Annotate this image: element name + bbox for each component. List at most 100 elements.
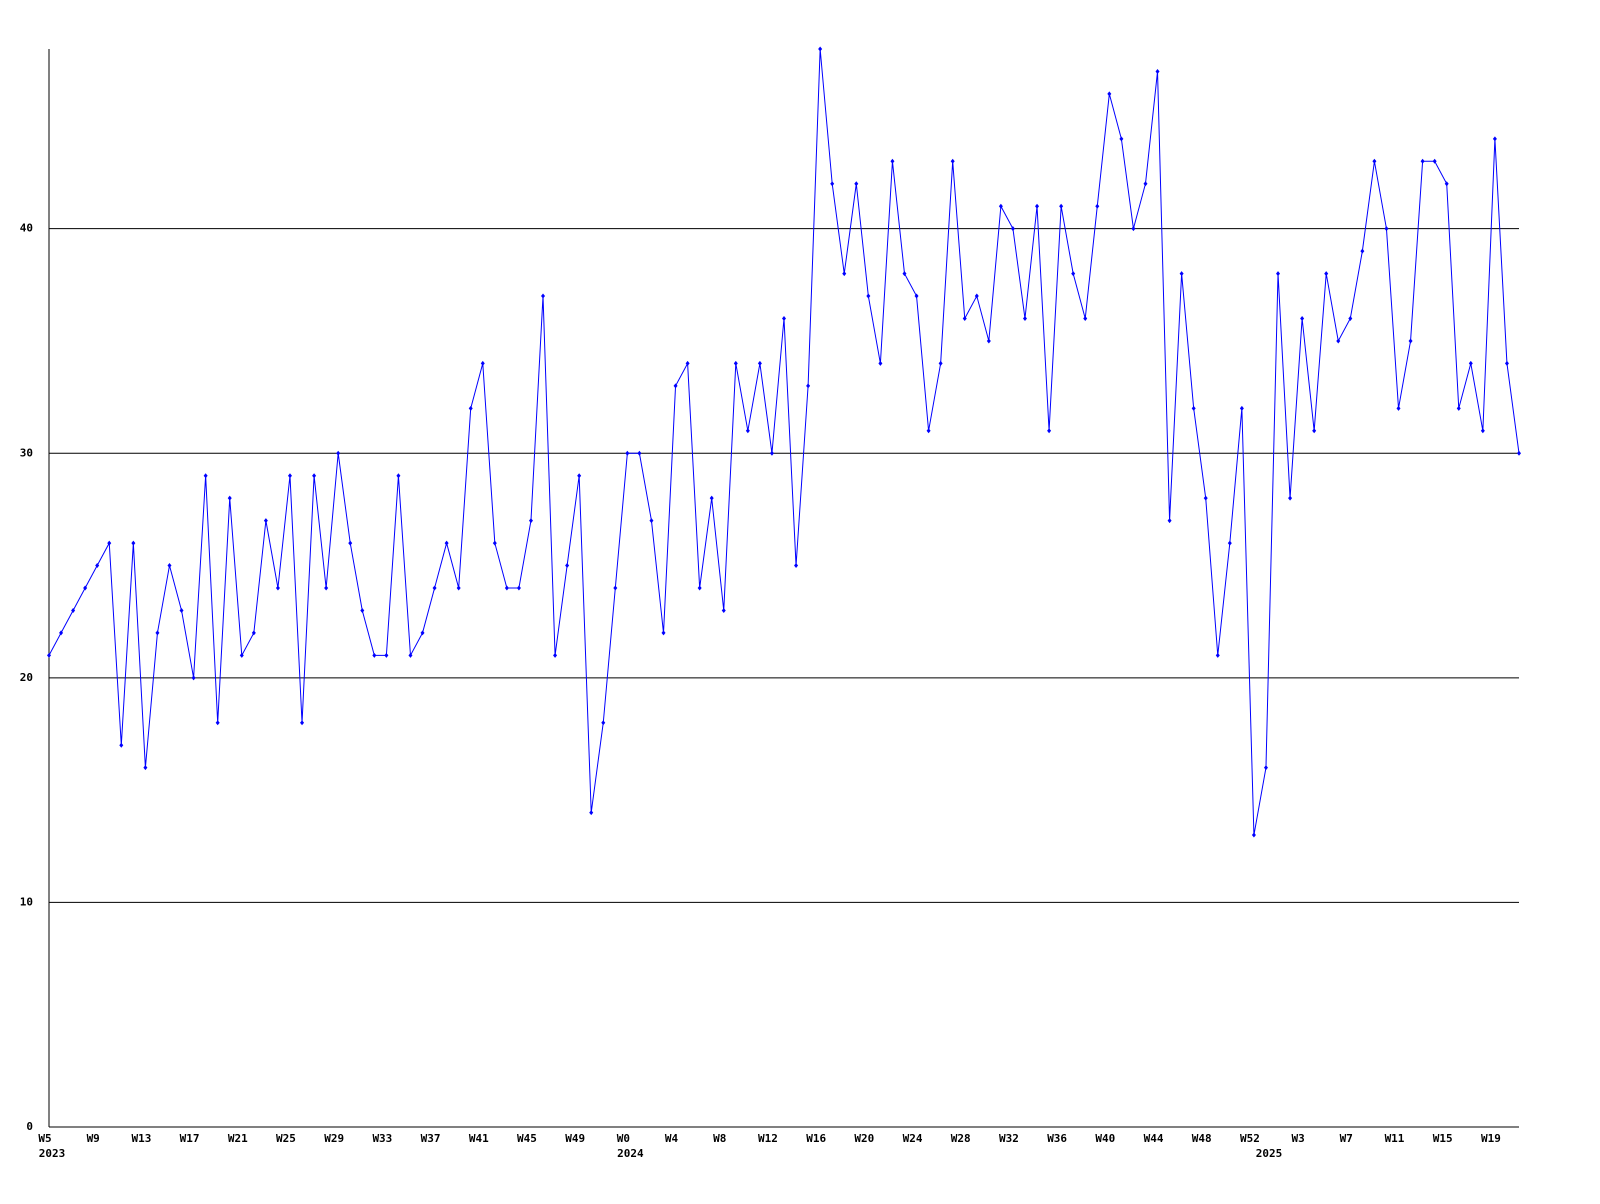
marker (902, 271, 907, 277)
marker (1239, 405, 1244, 411)
marker (1095, 203, 1100, 209)
marker (516, 585, 521, 591)
marker (1480, 428, 1485, 434)
marker (1035, 203, 1040, 209)
marker (275, 585, 280, 591)
marker (1215, 652, 1220, 658)
marker (1372, 158, 1377, 164)
marker (131, 540, 136, 546)
marker (348, 540, 353, 546)
marker (1059, 203, 1064, 209)
marker (1492, 136, 1497, 142)
x-tick-label: W44 (1144, 1132, 1164, 1145)
marker (408, 652, 413, 658)
marker (432, 585, 437, 591)
marker (528, 518, 533, 524)
marker (396, 473, 401, 479)
x-tick-label: W3 (1291, 1132, 1304, 1145)
marker (1432, 158, 1437, 164)
marker (1083, 316, 1088, 321)
marker (1119, 136, 1124, 142)
marker (854, 181, 859, 187)
x-tick-label: W28 (951, 1132, 971, 1145)
marker (697, 585, 702, 591)
marker (757, 360, 762, 366)
marker (492, 540, 497, 546)
x-tick-label: W8 (713, 1132, 726, 1145)
marker (1263, 765, 1268, 771)
marker (1396, 405, 1401, 411)
marker (1324, 271, 1329, 277)
marker (878, 360, 883, 366)
marker (661, 630, 666, 636)
marker (1167, 518, 1172, 524)
x-tick-label: W11 (1385, 1132, 1405, 1145)
x-tick-label: W15 (1433, 1132, 1453, 1145)
marker (59, 630, 64, 636)
marker (890, 158, 895, 164)
marker (1444, 181, 1449, 187)
x-tick-label: W36 (1047, 1132, 1067, 1145)
x-tick-label: W4 (665, 1132, 679, 1145)
marker (203, 473, 208, 479)
marker (47, 652, 51, 658)
marker (227, 495, 232, 501)
marker (745, 428, 750, 434)
marker (167, 563, 172, 569)
marker (215, 720, 220, 726)
marker (1251, 832, 1256, 838)
x-tick-label: W21 (228, 1132, 248, 1145)
marker (263, 518, 268, 524)
marker (709, 495, 714, 501)
marker (251, 630, 256, 636)
marker (468, 405, 473, 411)
marker (1191, 405, 1196, 411)
x-tick-label: W16 (806, 1132, 826, 1145)
x-tick-label: W45 (517, 1132, 537, 1145)
marker (866, 293, 871, 299)
x-tick-label: W7 (1340, 1132, 1353, 1145)
marker (1336, 338, 1341, 344)
marker (601, 720, 606, 726)
x-tick-label: W19 (1481, 1132, 1501, 1145)
marker (239, 652, 244, 658)
marker (830, 181, 835, 187)
marker (119, 742, 124, 748)
x-tick-label: W52 (1240, 1132, 1260, 1145)
x-tick-label: W49 (565, 1132, 585, 1145)
marker (637, 450, 642, 456)
marker (974, 293, 979, 299)
marker (1288, 495, 1293, 501)
marker (565, 563, 570, 569)
x-tick-label: W12 (758, 1132, 778, 1145)
x-tick-label: W17 (180, 1132, 200, 1145)
marker (420, 630, 425, 636)
marker (589, 810, 594, 816)
marker (794, 563, 799, 569)
marker (938, 360, 943, 366)
marker (179, 607, 184, 613)
marker (384, 652, 389, 658)
marker (721, 607, 726, 613)
marker (336, 450, 341, 456)
marker (312, 473, 317, 479)
x-tick-label: W29 (324, 1132, 344, 1145)
marker (1276, 271, 1281, 277)
marker (1420, 158, 1425, 164)
marker (1227, 540, 1232, 546)
marker (1517, 450, 1521, 456)
marker (553, 652, 558, 658)
marker (1456, 405, 1461, 411)
marker (1071, 271, 1076, 277)
y-tick-label: 20 (20, 671, 33, 684)
marker (1155, 68, 1160, 74)
marker (842, 271, 847, 277)
marker (673, 383, 678, 389)
y-tick-label: 0 (26, 1120, 33, 1133)
marker (504, 585, 509, 591)
marker (324, 585, 329, 591)
marker (1312, 428, 1317, 434)
x-tick-label: W48 (1192, 1132, 1212, 1145)
y-tick-label: 30 (20, 446, 33, 459)
